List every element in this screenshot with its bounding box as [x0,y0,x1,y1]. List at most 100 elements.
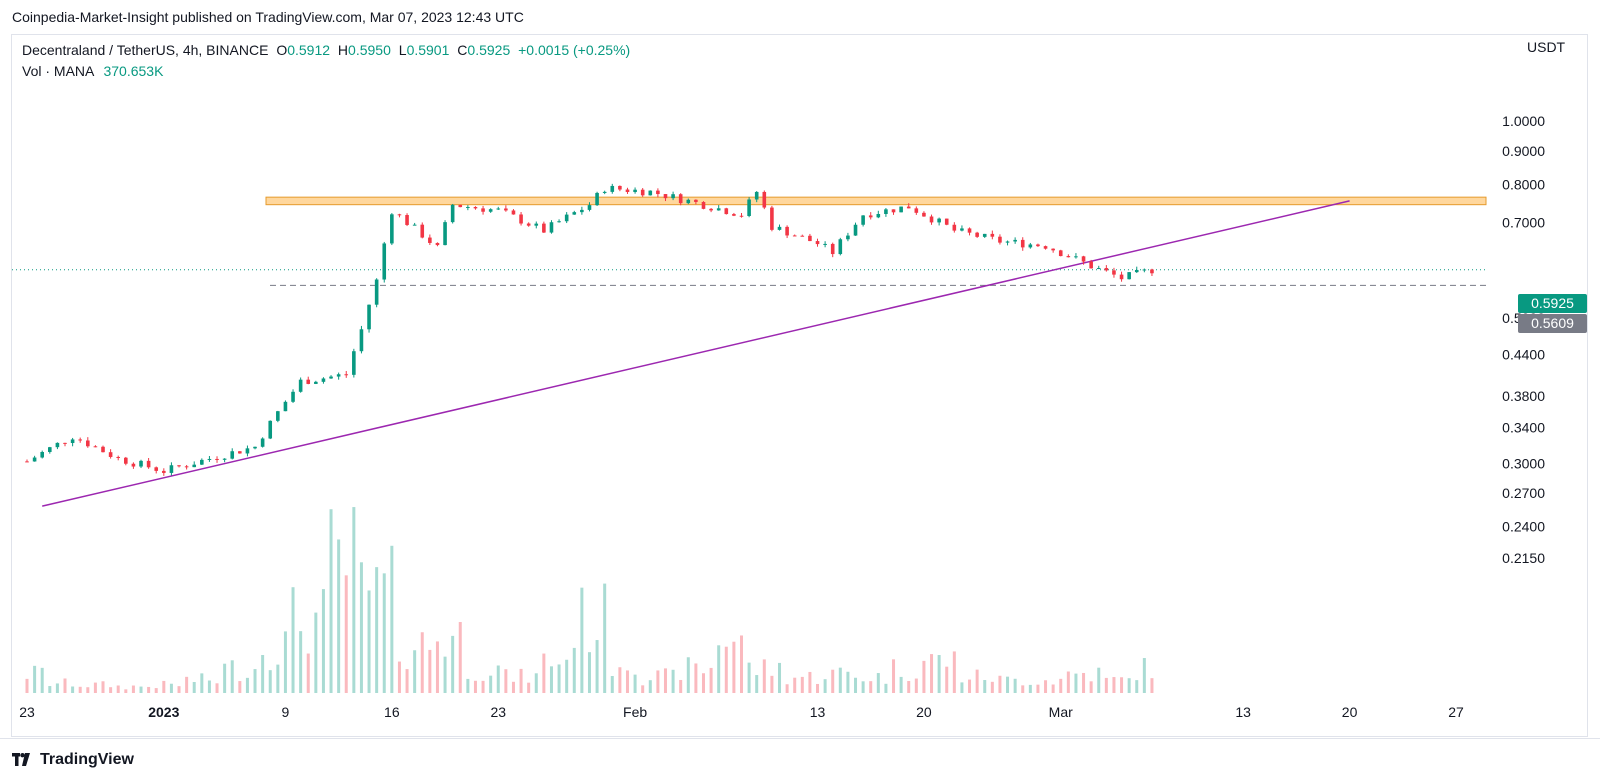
candle-body[interactable] [990,233,995,237]
candle-body[interactable] [876,213,881,218]
tradingview-logo[interactable]: TradingView [12,751,134,769]
candle-body[interactable] [367,304,371,330]
candle-body[interactable] [511,210,516,215]
candle-body[interactable] [1104,268,1109,271]
candle-body[interactable] [48,447,52,452]
candle-body[interactable] [526,223,531,226]
candle-body[interactable] [572,212,577,215]
candle-body[interactable] [420,224,425,238]
candle-body[interactable] [496,208,501,210]
candle-body[interactable] [557,221,561,223]
candle-body[interactable] [716,208,721,211]
candle-body[interactable] [222,458,227,460]
candle-body[interactable] [884,209,888,214]
candle-body[interactable] [800,235,805,237]
candle-body[interactable] [701,201,706,209]
candle-body[interactable] [534,223,539,226]
candle-body[interactable] [1096,268,1101,270]
candle-body[interactable] [656,190,660,195]
candle-body[interactable] [732,214,736,216]
candle-body[interactable] [466,206,470,208]
candle-body[interactable] [352,351,356,375]
candle-body[interactable] [55,442,60,448]
candle-body[interactable] [314,381,318,384]
candle-body[interactable] [891,209,896,213]
candle-body[interactable] [276,411,280,421]
candle-body[interactable] [177,465,181,467]
candle-body[interactable] [633,189,637,193]
candle-body[interactable] [982,233,987,237]
candle-body[interactable] [1112,270,1116,275]
symbol-title[interactable]: Decentraland / TetherUS, 4h, BINANCE [22,42,269,58]
candle-body[interactable] [853,224,858,236]
candle-body[interactable] [899,206,903,213]
candle-body[interactable] [131,463,136,467]
candle-body[interactable] [823,243,827,245]
candle-body[interactable] [1142,269,1147,271]
candle-body[interactable] [428,237,432,243]
candle-body[interactable] [975,232,979,237]
candle-body[interactable] [808,235,812,242]
candle-body[interactable] [101,446,105,453]
candle-body[interactable] [162,470,166,473]
candle-body[interactable] [1058,250,1063,257]
candle-body[interactable] [329,376,333,379]
candle-body[interactable] [1119,274,1124,280]
candle-body[interactable] [390,214,394,244]
candle-body[interactable] [967,228,972,233]
candle-body[interactable] [443,222,447,246]
candle-body[interactable] [192,464,197,468]
candle-body[interactable] [542,223,546,233]
candle-body[interactable] [937,218,941,223]
currency-unit-label[interactable]: USDT [1527,39,1566,55]
candle-body[interactable] [230,451,235,459]
candle-body[interactable] [245,448,250,454]
candle-body[interactable] [488,209,493,212]
candle-body[interactable] [139,460,143,467]
chart-frame[interactable] [11,34,1588,737]
candle-body[interactable] [260,438,265,447]
candle-body[interactable] [215,458,219,460]
candle-body[interactable] [268,420,273,439]
candle-body[interactable] [770,207,774,230]
candle-body[interactable] [116,456,121,458]
candle-body[interactable] [1074,256,1078,258]
candle-body[interactable] [1043,246,1048,249]
candle-body[interactable] [944,218,949,225]
candle-body[interactable] [1028,244,1033,248]
candle-body[interactable] [754,191,759,200]
candle-body[interactable] [709,208,713,211]
candle-body[interactable] [283,401,288,412]
candle-body[interactable] [1005,241,1010,243]
resistance-zone[interactable] [265,196,1487,206]
volume-label[interactable]: Vol · MANA [22,63,94,79]
candle-body[interactable] [298,379,303,392]
candle-body[interactable] [397,214,402,216]
candle-body[interactable] [1066,256,1071,258]
candle-body[interactable] [929,216,934,223]
candle-body[interactable] [694,199,698,202]
candle-body[interactable] [108,452,113,457]
candle-body[interactable] [40,451,45,458]
candle-body[interactable] [146,460,151,468]
candle-body[interactable] [78,439,83,441]
candle-body[interactable] [998,236,1002,243]
candle-body[interactable] [960,228,964,231]
candle-body[interactable] [724,208,729,215]
candle-body[interactable] [412,224,417,226]
candle-body[interactable] [93,446,98,448]
candle-body[interactable] [1089,261,1093,269]
candle-body[interactable] [253,446,257,449]
candle-body[interactable] [1150,269,1154,274]
candle-body[interactable] [785,226,789,236]
candle-body[interactable] [291,391,295,402]
candle-body[interactable] [473,206,478,209]
candle-body[interactable] [861,215,865,225]
candle-body[interactable] [602,191,607,193]
candle-body[interactable] [1036,244,1040,247]
candle-body[interactable] [63,442,67,444]
candle-body[interactable] [32,457,37,462]
candle-body[interactable] [846,235,850,240]
candle-body[interactable] [815,241,820,245]
candle-body[interactable] [906,206,911,209]
